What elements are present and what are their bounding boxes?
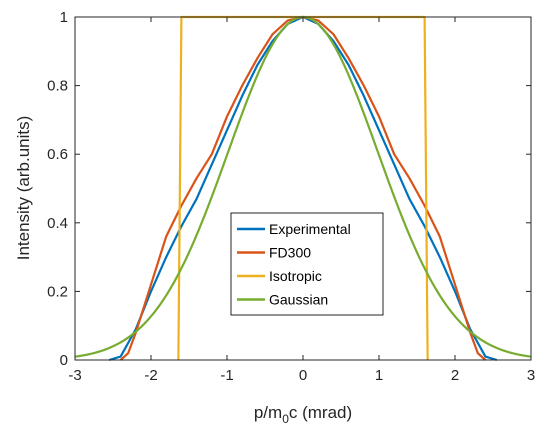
y-tick-label: 0.4 [47, 215, 68, 232]
x-tick-label: 2 [451, 367, 459, 384]
x-tick-label: 1 [375, 367, 383, 384]
y-tick-label: 0.6 [47, 146, 68, 163]
y-axis-label: Intensity (arb.units) [14, 116, 33, 261]
x-axis-label-subscript: 0 [282, 412, 289, 426]
x-axis-label-rest: c (mrad) [289, 403, 352, 422]
x-axis-label-main: p/m [254, 403, 282, 422]
legend-label-isotropic: Isotropic [269, 268, 322, 284]
y-tick-label: 0.2 [47, 283, 68, 300]
x-tick-label: 3 [527, 367, 535, 384]
axis-ticks: -3 -2 -1 0 1 2 3 0 0.2 0.4 0.6 0.8 1 [47, 9, 535, 384]
y-tick-label: 0.8 [47, 78, 68, 95]
x-tick-label: -1 [220, 367, 233, 384]
y-tick-label: 0 [60, 352, 68, 369]
y-tick-label: 1 [60, 9, 68, 26]
legend-label-fd300: FD300 [269, 245, 311, 261]
x-axis-label: p/m0c (mrad) [254, 403, 352, 426]
legend: Experimental FD300 Isotropic Gaussian [230, 212, 384, 316]
x-tick-label: -2 [144, 367, 157, 384]
x-tick-label: 0 [299, 367, 307, 384]
x-tick-label: -3 [68, 367, 81, 384]
legend-label-gaussian: Gaussian [269, 292, 328, 308]
legend-label-experimental: Experimental [269, 221, 351, 237]
